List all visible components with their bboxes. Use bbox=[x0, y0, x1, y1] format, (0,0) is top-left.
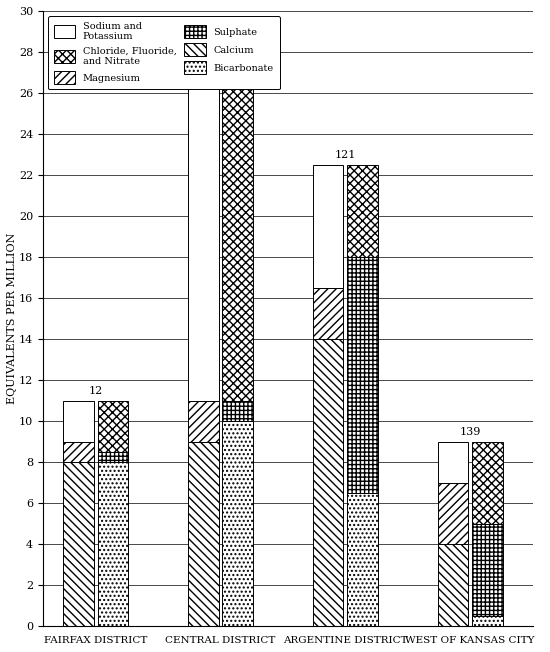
Bar bbox=[347, 257, 378, 493]
Bar bbox=[63, 401, 94, 441]
Legend: Sodium and
Potassium, Chloride, Fluoride,
and Nitrate, Magnesium, Sulphate, Calc: Sodium and Potassium, Chloride, Fluoride… bbox=[48, 16, 279, 89]
Bar bbox=[472, 524, 503, 616]
Bar bbox=[63, 441, 94, 462]
Bar bbox=[63, 462, 94, 627]
Bar bbox=[97, 462, 128, 627]
Bar bbox=[97, 401, 128, 452]
Bar bbox=[222, 52, 253, 401]
Bar bbox=[222, 421, 253, 627]
Bar bbox=[188, 401, 218, 441]
Bar bbox=[472, 441, 503, 524]
Bar bbox=[222, 401, 253, 421]
Bar bbox=[188, 441, 218, 627]
Bar bbox=[313, 165, 343, 288]
Bar bbox=[438, 482, 468, 544]
Bar bbox=[347, 165, 378, 257]
Y-axis label: EQUIVALENTS PER MILLION: EQUIVALENTS PER MILLION bbox=[7, 233, 17, 404]
Bar bbox=[97, 452, 128, 462]
Bar bbox=[188, 62, 218, 401]
Bar bbox=[313, 339, 343, 627]
Text: 12: 12 bbox=[89, 385, 103, 396]
Text: 92: 92 bbox=[213, 37, 228, 47]
Bar bbox=[438, 544, 468, 627]
Bar bbox=[472, 616, 503, 627]
Text: 139: 139 bbox=[459, 426, 481, 437]
Bar bbox=[313, 288, 343, 339]
Bar bbox=[347, 493, 378, 627]
Text: 121: 121 bbox=[335, 150, 356, 160]
Bar bbox=[438, 441, 468, 482]
